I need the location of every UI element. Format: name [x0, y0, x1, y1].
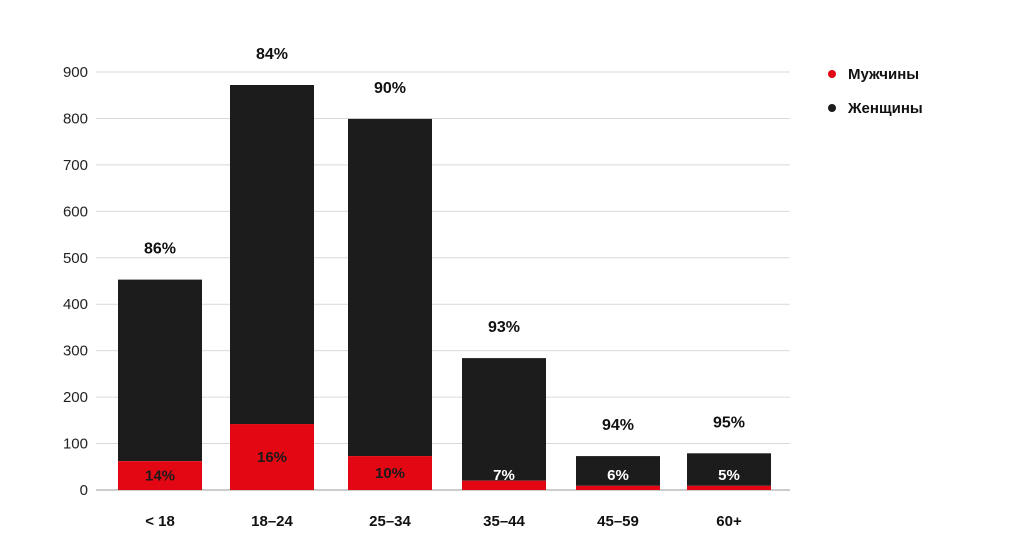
bar-men [462, 480, 546, 490]
x-axis-categories: < 18 18–24 25–34 35–44 45–59 60+ [145, 513, 742, 530]
y-tick-label: 700 [63, 157, 88, 174]
legend-label: Мужчины [848, 66, 919, 83]
x-category-label: 18–24 [251, 513, 293, 530]
y-tick-label: 600 [63, 203, 88, 220]
y-tick-label: 500 [63, 250, 88, 267]
y-tick-label: 300 [63, 343, 88, 360]
x-category-label: 45–59 [597, 513, 639, 530]
legend: Мужчины Женщины [828, 66, 923, 117]
bar-men-percent-label: 5% [718, 467, 740, 484]
bar-women-percent-label: 84% [256, 46, 288, 63]
x-category-label: 35–44 [483, 513, 525, 530]
bar-men-percent-label: 10% [375, 465, 405, 482]
legend-marker [828, 104, 836, 112]
y-tick-label: 0 [80, 482, 88, 499]
bar-men-percent-label: 7% [493, 467, 515, 484]
bar-men-percent-label: 6% [607, 467, 629, 484]
y-tick-label: 100 [63, 436, 88, 453]
legend-marker [828, 70, 836, 78]
bar-men [348, 456, 432, 490]
bar-women [687, 453, 771, 486]
bars: 14% 86% 16% 84% 10% 90% 7% 93% 6% 94% 5% 95% [118, 46, 771, 490]
y-tick-label: 800 [63, 110, 88, 127]
bar-women-percent-label: 95% [713, 414, 745, 431]
bar-women [230, 85, 314, 425]
x-category-label: 25–34 [369, 513, 411, 530]
y-axis-ticks: 0 100 200 300 400 500 600 700 800 900 [63, 64, 88, 499]
bar-women [348, 118, 432, 457]
bar-men [576, 485, 660, 490]
bar-men [687, 485, 771, 490]
bar-men [230, 424, 314, 490]
bar-men-percent-label: 14% [145, 468, 175, 485]
bar-men [118, 461, 202, 490]
y-tick-label: 400 [63, 296, 88, 313]
bar-women-percent-label: 94% [602, 417, 634, 434]
bar-women-percent-label: 93% [488, 319, 520, 336]
bar-women-percent-label: 86% [144, 241, 176, 258]
legend-label: Женщины [847, 100, 923, 117]
bar-women-percent-label: 90% [374, 80, 406, 97]
x-category-label: 60+ [716, 513, 742, 530]
y-tick-label: 200 [63, 389, 88, 406]
bar-women [118, 279, 202, 462]
bar-men-percent-label: 16% [257, 449, 287, 466]
bar-women [576, 456, 660, 486]
bar-women [462, 358, 546, 481]
y-tick-label: 900 [63, 64, 88, 81]
x-category-label: < 18 [145, 513, 175, 530]
grid-lines [96, 71, 790, 491]
